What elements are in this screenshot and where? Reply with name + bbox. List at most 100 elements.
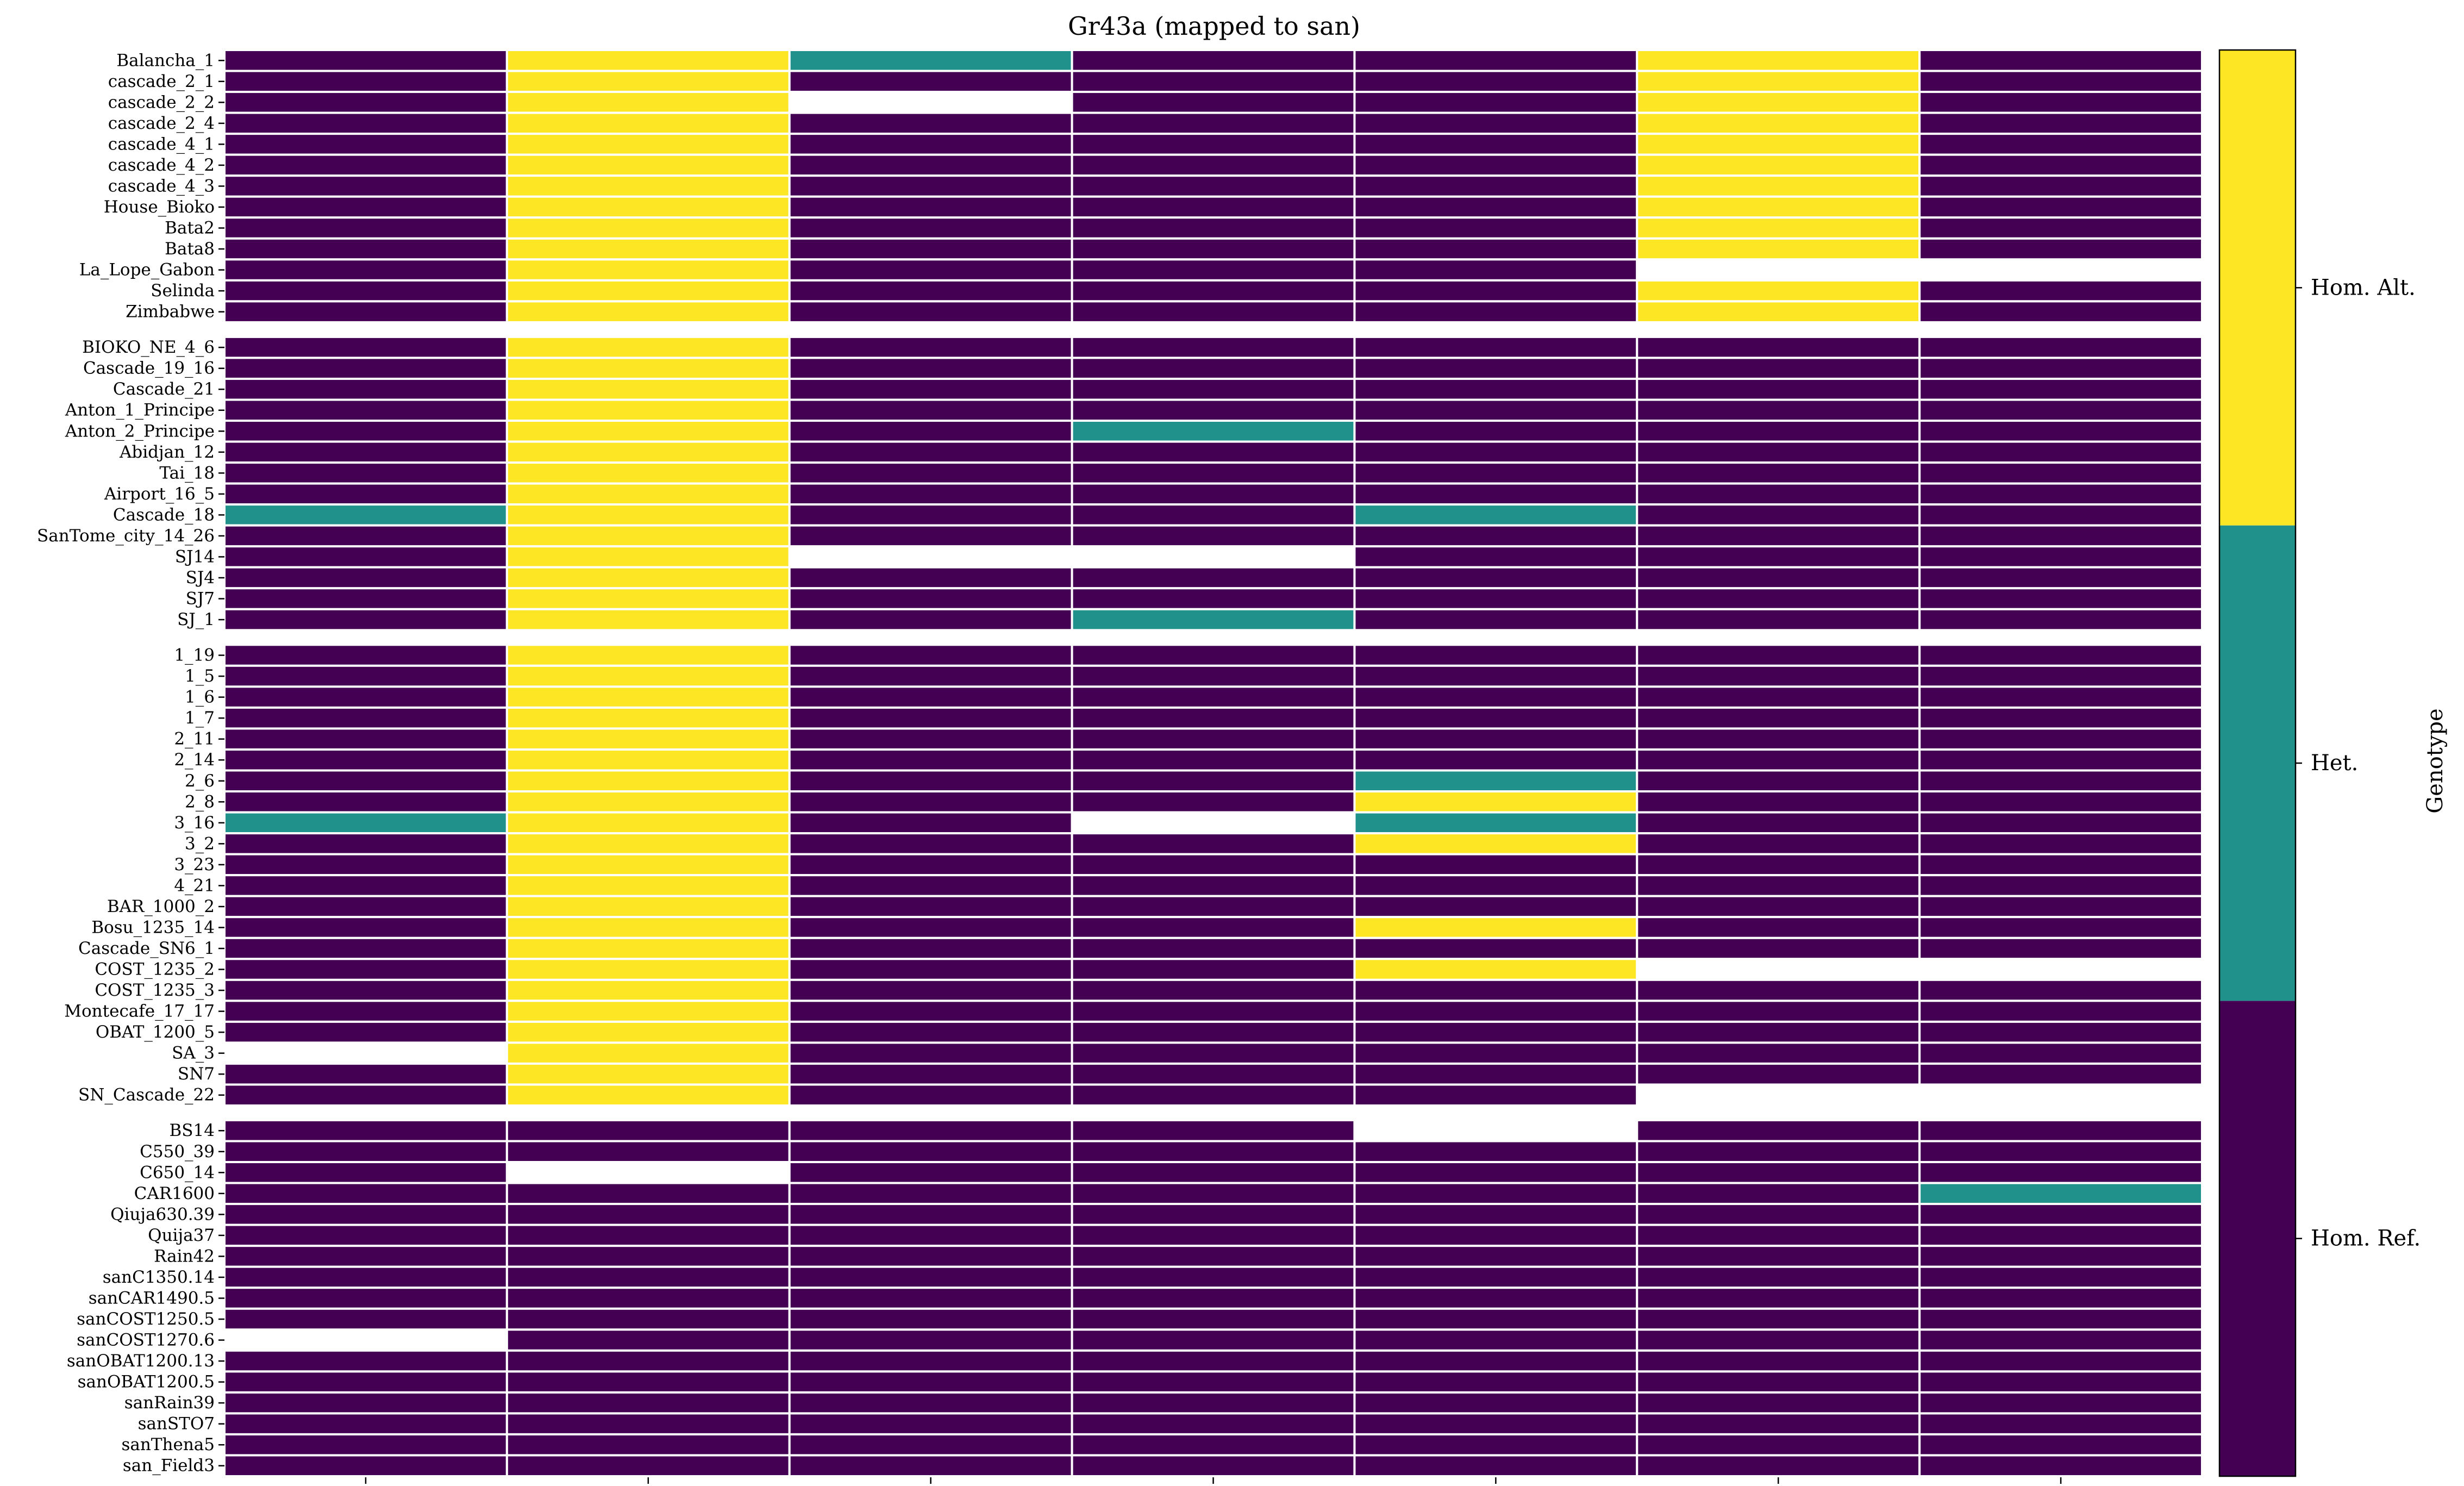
heatmap-cell [1071,1454,1356,1478]
heatmap-cell [1353,587,1639,610]
heatmap-cell [1636,769,1921,793]
row-label: 1_6 [185,688,215,707]
heatmap-cell [223,769,508,793]
heatmap-cell [1353,1265,1639,1289]
heatmap-cell [1636,1062,1921,1086]
heatmap-cell [1918,1349,2203,1373]
heatmap-cell [788,545,1073,569]
heatmap-cell [1353,482,1639,506]
heatmap-cell [1918,916,2203,939]
heatmap-cell [788,1140,1073,1164]
heatmap-cell [505,91,791,114]
heatmap-cell [505,706,791,730]
row-label: sanOBAT1200.5 [78,1372,215,1392]
heatmap-cell [223,566,508,590]
row-label: 1_7 [185,708,215,728]
heatmap-cell [1636,1433,1921,1457]
heatmap-cell [1071,1328,1356,1352]
heatmap-cell [1071,978,1356,1002]
heatmap-cell [223,482,508,506]
heatmap-cell [505,769,791,793]
heatmap-cell [223,440,508,464]
row-label: 3_16 [174,813,215,833]
heatmap-cell [1071,1370,1356,1394]
heatmap-cell [788,91,1073,114]
heatmap-cell [223,398,508,422]
heatmap-cell [1353,1328,1639,1352]
heatmap-cell [788,357,1073,380]
heatmap-cell [788,237,1073,261]
heatmap-cell [1636,524,1921,548]
heatmap-cell [223,1119,508,1142]
heatmap-cell [1071,1203,1356,1226]
heatmap-cell [505,1412,791,1435]
heatmap-cell [1636,978,1921,1002]
heatmap-cell [1918,1223,2203,1247]
row-label: Cascade_18 [113,505,215,525]
heatmap-cell [505,420,791,443]
heatmap-cell [223,1287,508,1310]
heatmap-cell [1353,1203,1639,1226]
heatmap-cell [1918,258,2203,282]
heatmap-cell [1918,1182,2203,1206]
heatmap-cell [1353,566,1639,590]
heatmap-cell [1071,1161,1356,1184]
heatmap-cell [1071,91,1356,114]
heatmap-cell [1071,420,1356,443]
heatmap-cell [1353,153,1639,177]
heatmap-cell [505,790,791,814]
heatmap-cell [505,566,791,590]
heatmap-cell [1071,133,1356,156]
heatmap-cell [1353,644,1639,667]
heatmap-cell [223,258,508,282]
heatmap-cell [1636,279,1921,303]
heatmap-cell [788,895,1073,919]
heatmap-cell [788,1245,1073,1268]
heatmap-cell [223,916,508,939]
row-label: Bata2 [165,218,215,238]
heatmap-cell [1353,1119,1639,1142]
heatmap-cell [223,133,508,156]
row-label: Tai_18 [159,463,215,483]
heatmap-cell [1636,482,1921,506]
heatmap-cell [505,1119,791,1142]
heatmap-cell [223,1412,508,1435]
heatmap-cell [1071,916,1356,939]
heatmap-cell [788,916,1073,939]
heatmap-cell [1071,566,1356,590]
heatmap-cell [1636,1083,1921,1107]
heatmap-cell [1918,727,2203,751]
heatmap-cell [788,769,1073,793]
heatmap-cell [1071,398,1356,422]
heatmap-cell [223,587,508,610]
heatmap-cell [1071,587,1356,610]
heatmap-cell [788,958,1073,981]
heatmap-cell [505,936,791,960]
heatmap-cell [1636,1182,1921,1206]
heatmap-cell [1636,874,1921,897]
heatmap-cell [223,335,508,359]
heatmap-cell [505,916,791,939]
heatmap-cell [1353,1223,1639,1247]
colorbar-segment [2219,50,2296,526]
heatmap-cell [1918,832,2203,856]
heatmap-cell [505,357,791,380]
heatmap-cell [223,524,508,548]
row-label: Cascade_21 [113,379,215,399]
heatmap-cell [223,706,508,730]
colorbar-tick-label: Hom. Alt. [2311,275,2416,300]
row-label: sanC1350.14 [103,1268,215,1287]
heatmap-cell [1071,832,1356,856]
heatmap-cell [1353,237,1639,261]
row-label: COST_1235_2 [95,960,215,979]
heatmap-cell [1918,377,2203,401]
heatmap-cell [223,1433,508,1457]
heatmap-cell [1636,790,1921,814]
heatmap-cell [1636,440,1921,464]
heatmap-cell [1636,1020,1921,1044]
heatmap-cell [505,1203,791,1226]
heatmap-cell [1918,545,2203,569]
heatmap-cell [1636,644,1921,667]
heatmap-cell [1636,1307,1921,1331]
